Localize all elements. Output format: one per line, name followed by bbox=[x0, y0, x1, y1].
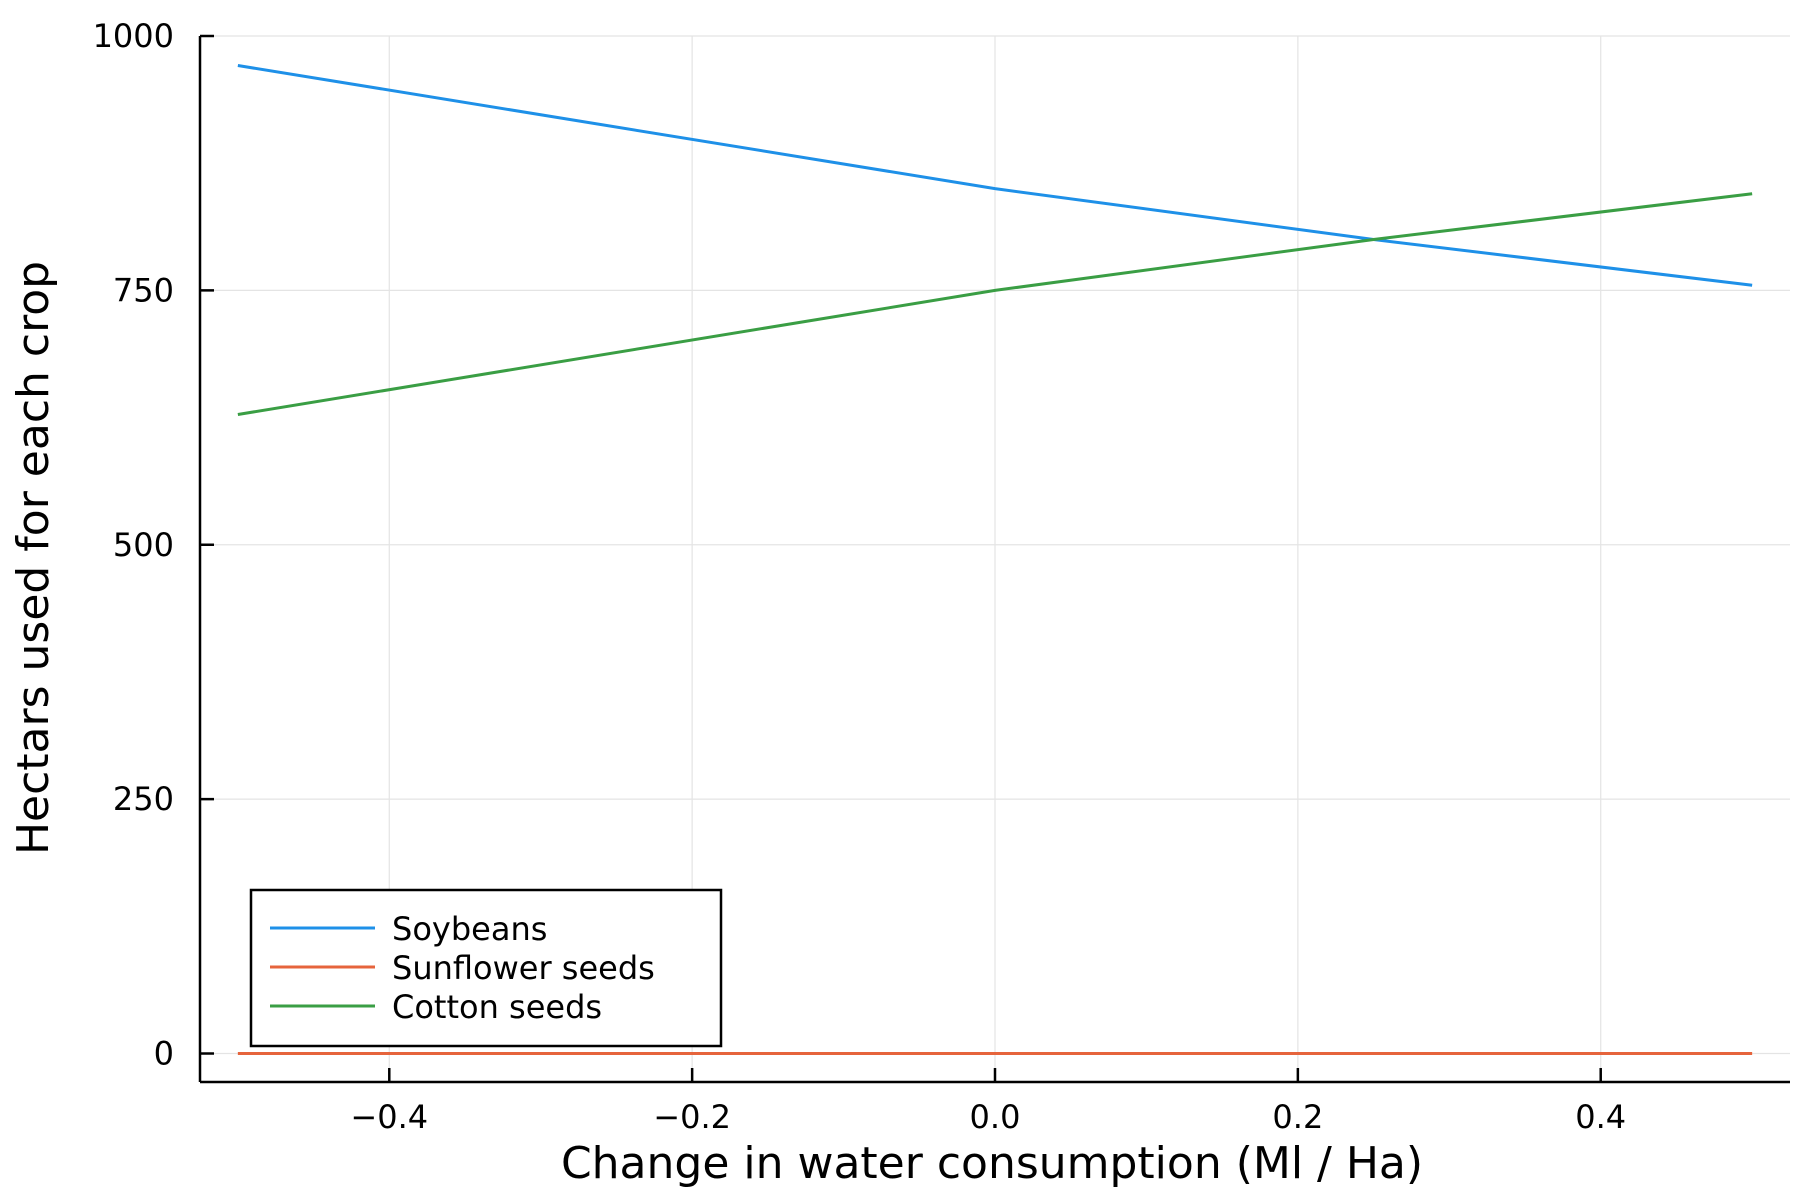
x-tick-label-0: −0.4 bbox=[350, 1098, 428, 1136]
legend-label-sunflower-seeds: Sunflower seeds bbox=[392, 949, 655, 987]
legend-label-cotton-seeds: Cotton seeds bbox=[392, 988, 602, 1026]
ticks: −0.4 −0.2 0.0 0.2 0.4 0 250 500 750 1000 bbox=[93, 17, 1627, 1136]
y-tick-label-3: 750 bbox=[113, 271, 174, 309]
y-tick-label-1: 250 bbox=[113, 780, 174, 818]
y-tick-label-4: 1000 bbox=[93, 17, 174, 55]
x-tick-label-2: 0.0 bbox=[970, 1098, 1021, 1136]
x-axis-title: Change in water consumption (Ml / Ha) bbox=[561, 1138, 1423, 1189]
x-tick-label-4: 0.4 bbox=[1575, 1098, 1626, 1136]
x-tick-label-3: 0.2 bbox=[1272, 1098, 1323, 1136]
series-line-soybeans bbox=[237, 64, 1753, 287]
y-tick-label-2: 500 bbox=[113, 526, 174, 564]
y-tick-label-0: 0 bbox=[154, 1035, 174, 1073]
y-axis-title: Hectars used for each crop bbox=[8, 261, 59, 855]
legend: Soybeans Sunflower seeds Cotton seeds bbox=[249, 888, 723, 1048]
x-tick-label-1: −0.2 bbox=[653, 1098, 731, 1136]
series-line-cotton-seeds bbox=[237, 192, 1753, 416]
series-lines bbox=[237, 64, 1753, 1056]
legend-label-soybeans: Soybeans bbox=[392, 910, 547, 948]
